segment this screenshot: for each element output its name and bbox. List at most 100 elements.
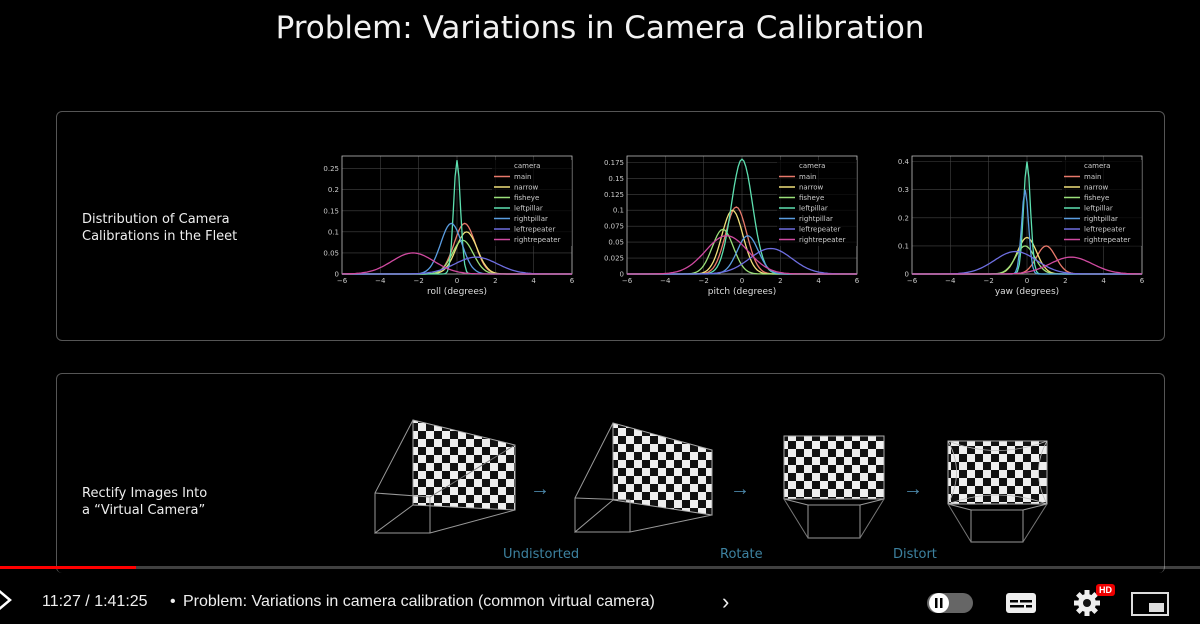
x-axis-label: pitch (degrees): [708, 287, 777, 297]
x-tick-label: 2: [778, 277, 782, 285]
miniplayer-icon[interactable]: [1131, 592, 1171, 621]
yaw-chart-svg: −6 −4 −2 0 2 4 6 0 0.1 0.2 0.3 0.4 yaw (degrees) came…: [898, 155, 1145, 297]
rectify-label: Rectify Images Into a “Virtual Camera”: [82, 485, 207, 519]
y-tick-label: 0.15: [608, 175, 624, 183]
legend-entry: rightrepeater: [1084, 236, 1131, 244]
slide-title: Problem: Variations in Camera Calibratio…: [275, 10, 925, 46]
pause-icon[interactable]: [927, 592, 975, 619]
y-tick-label: 0: [335, 271, 339, 279]
pitch-chart-svg: −6 −4 −2 0 2 4 6 0 0.025 0.05 0.075 0.1 0.125 0.15 0.1…: [604, 155, 860, 297]
play-icon[interactable]: [0, 588, 14, 617]
chapter-title[interactable]: Problem: Variations in camera calibratio…: [183, 593, 655, 610]
x-tick-label: 6: [570, 277, 575, 285]
hd-badge: HD: [1096, 584, 1115, 596]
y-tick-label: 0.025: [604, 255, 624, 263]
step-label-undistorted: Undistorted: [503, 547, 580, 562]
x-tick-label: 6: [855, 277, 860, 285]
camera-frustum-rotated: [780, 433, 890, 548]
x-tick-label: 6: [1140, 277, 1145, 285]
camera-frustum-undistorted: [570, 420, 715, 540]
label-line-1: Rectify Images Into: [82, 486, 208, 501]
x-tick-label: −6: [337, 277, 348, 285]
y-tick-label: 0.4: [898, 158, 910, 166]
legend-title: camera: [799, 162, 825, 170]
legend-entry: leftpillar: [514, 205, 543, 213]
legend-title: camera: [514, 162, 540, 170]
roll-chart-svg: −6 −4 −2 0 2 4 6 0 0.05 0.1 0.15 0.2 0.25 roll (degre…: [323, 155, 575, 297]
pitch-chart: −6 −4 −2 0 2 4 6 0 0.025 0.05 0.075 0.1 0.125 0.15 0.1…: [595, 150, 865, 300]
y-tick-label: 0.1: [613, 207, 624, 215]
x-tick-label: −2: [699, 277, 709, 285]
chevron-right-icon[interactable]: ›: [722, 589, 730, 614]
x-tick-label: 4: [816, 277, 821, 285]
y-tick-label: 0.1: [898, 242, 909, 250]
series-line-rightrepeater: [342, 252, 572, 275]
legend-entry: leftrepeater: [1084, 226, 1125, 234]
x-axis-label: roll (degrees): [427, 287, 487, 297]
yaw-chart: −6 −4 −2 0 2 4 6 0 0.1 0.2 0.3 0.4 yaw (degrees) came…: [880, 150, 1150, 300]
legend-entry: rightrepeater: [514, 236, 561, 244]
progress-bar[interactable]: [0, 566, 1200, 569]
y-tick-label: 0.15: [323, 207, 339, 215]
camera-frustum-tilted: [370, 415, 520, 540]
step-label-distort: Distort: [893, 547, 937, 562]
legend-entry: fisheye: [799, 194, 824, 202]
progress-fill: [0, 566, 136, 569]
y-tick-label: 0.125: [604, 191, 624, 199]
legend-entry: rightpillar: [514, 215, 548, 223]
settings-gear-icon[interactable]: [1072, 588, 1102, 623]
y-tick-label: 0.2: [328, 186, 339, 194]
subtitles-icon[interactable]: [1005, 592, 1037, 619]
time-display: 11:27 / 1:41:25: [42, 593, 148, 610]
x-tick-label: 0: [1025, 277, 1029, 285]
x-tick-label: −4: [945, 277, 956, 285]
arrow-right-icon: →: [730, 478, 750, 500]
label-line-2: Calibrations in the Fleet: [82, 229, 238, 244]
camera-frustum-distorted: [943, 438, 1053, 553]
legend-entry: rightrepeater: [799, 236, 846, 244]
x-tick-label: −4: [660, 277, 671, 285]
legend-entry: narrow: [514, 184, 538, 192]
legend-entry: leftrepeater: [514, 226, 555, 234]
legend-title: camera: [1084, 162, 1110, 170]
step-label-rotate: Rotate: [720, 547, 763, 562]
y-tick-label: 0.2: [898, 214, 909, 222]
y-tick-label: 0: [905, 271, 909, 279]
y-tick-label: 0.05: [323, 249, 339, 257]
y-tick-label: 0.3: [898, 186, 909, 194]
x-tick-label: −2: [414, 277, 424, 285]
x-tick-label: 4: [1101, 277, 1106, 285]
legend-entry: leftrepeater: [799, 226, 840, 234]
x-tick-label: −2: [984, 277, 994, 285]
y-tick-label: 0: [620, 271, 624, 279]
legend-box: [1062, 160, 1142, 246]
arrow-right-icon: →: [903, 478, 923, 500]
legend-entry: main: [799, 173, 817, 181]
y-tick-label: 0.1: [328, 228, 339, 236]
legend-entry: fisheye: [514, 194, 539, 202]
y-tick-label: 0.25: [323, 165, 339, 173]
calibration-distribution-panel: [56, 111, 1165, 341]
legend-entry: fisheye: [1084, 194, 1109, 202]
series-line-rightrepeater: [627, 235, 857, 275]
legend-entry: rightpillar: [799, 215, 833, 223]
x-tick-label: 2: [493, 277, 497, 285]
roll-chart: −6 −4 −2 0 2 4 6 0 0.05 0.1 0.15 0.2 0.25 roll (degre…: [310, 150, 580, 300]
label-line-1: Distribution of Camera: [82, 212, 230, 227]
x-tick-label: −6: [907, 277, 918, 285]
rectify-panel: [56, 373, 1165, 573]
x-tick-label: 4: [531, 277, 536, 285]
y-tick-label: 0.075: [604, 223, 624, 231]
label-line-2: a “Virtual Camera”: [82, 503, 206, 518]
legend-entry: leftpillar: [799, 205, 828, 213]
x-tick-label: 2: [1063, 277, 1067, 285]
legend-entry: main: [1084, 173, 1102, 181]
legend-entry: narrow: [799, 184, 823, 192]
x-tick-label: 0: [455, 277, 459, 285]
player-controls: 11:27 / 1:41:25 • Problem: Variations in…: [0, 576, 1200, 624]
series-line-rightrepeater: [912, 256, 1142, 275]
x-tick-label: −4: [375, 277, 386, 285]
y-tick-label: 0.175: [604, 159, 624, 167]
calibration-distribution-label: Distribution of Camera Calibrations in t…: [82, 211, 237, 245]
x-tick-label: 0: [740, 277, 744, 285]
